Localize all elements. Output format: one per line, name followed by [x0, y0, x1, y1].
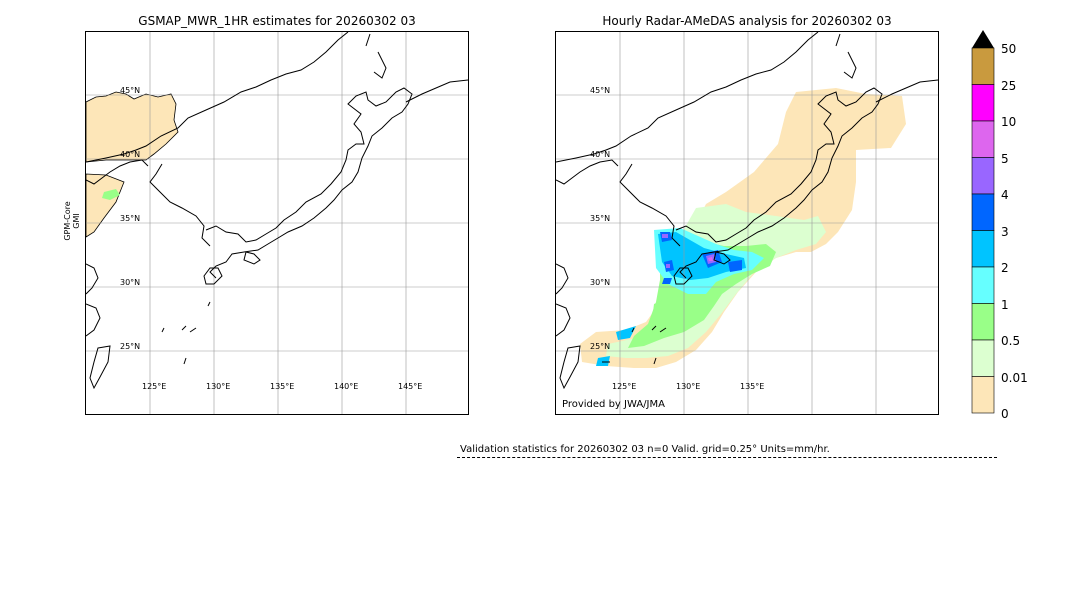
- lon-label-135: 135°E: [270, 382, 295, 391]
- right-map-title: Hourly Radar-AMeDAS analysis for 2026030…: [602, 14, 892, 28]
- lat-label-45: 45°N: [120, 86, 141, 95]
- lat-label-30: 30°N: [590, 278, 611, 287]
- sensor-label: GMI: [72, 213, 81, 229]
- colorbar-cell: [971, 47, 995, 85]
- lat-label-40: 40°N: [120, 150, 141, 159]
- colorbar-cell: [971, 303, 995, 341]
- lon-label-125: 125°E: [612, 382, 637, 391]
- precip-band-5: [662, 234, 716, 268]
- lat-label-30: 30°N: [120, 278, 141, 287]
- left-map-title: GSMAP_MWR_1HR estimates for 20260302 03: [138, 14, 416, 28]
- radar-precip-fields: [580, 88, 906, 368]
- colorbar-cell: [971, 376, 995, 414]
- colorbar-label-4: 4: [1001, 188, 1009, 202]
- colorbar-label-0-01: 0.01: [1001, 371, 1028, 385]
- lat-label-25: 25°N: [590, 342, 611, 351]
- colorbar-label-3: 3: [1001, 225, 1009, 239]
- coastlines: [556, 32, 938, 390]
- colorbar-extend-triangle: [972, 30, 994, 48]
- gsmap-map-canvas: [86, 32, 468, 414]
- radar-amedas-map-panel: 45°N 40°N 35°N 30°N 25°N 125°E 130°E 135…: [555, 31, 939, 415]
- lat-label-35: 35°N: [590, 214, 611, 223]
- lon-label-145: 145°E: [398, 382, 423, 391]
- validation-divider: [457, 457, 997, 458]
- colorbar-label-1: 1: [1001, 298, 1009, 312]
- lon-label-130: 130°E: [206, 382, 231, 391]
- colorbar-label-2: 2: [1001, 261, 1009, 275]
- precip-band-10: [708, 257, 713, 261]
- lon-label-125: 125°E: [142, 382, 167, 391]
- precip-south-islands: [596, 326, 636, 366]
- lat-label-45: 45°N: [590, 86, 611, 95]
- graticule: [86, 32, 468, 414]
- colorbar-label-0-5: 0.5: [1001, 334, 1021, 348]
- satellite-sensor-label: GPM-Core GMI: [63, 193, 81, 249]
- lon-label-135: 135°E: [740, 382, 765, 391]
- colorbar-cell: [971, 193, 995, 231]
- colorbar-cell: [971, 266, 995, 304]
- lat-label-40: 40°N: [590, 150, 611, 159]
- precip-band-4: [660, 232, 742, 284]
- gsmap-precip-area-north: [86, 91, 179, 163]
- satellite-label: GPM-Core: [63, 201, 72, 241]
- colorbar-cell: [971, 339, 995, 377]
- precip-colorbar: [971, 30, 995, 414]
- colorbar-label-50: 50: [1001, 42, 1017, 56]
- colorbar-label-5: 5: [1001, 152, 1009, 166]
- gsmap-precip-area-west: [86, 173, 125, 238]
- colorbar-cell: [971, 120, 995, 158]
- colorbar-label-25: 25: [1001, 79, 1017, 93]
- gsmap-precip-light: [102, 189, 120, 200]
- graticule: [556, 32, 938, 414]
- radar-map-canvas: [556, 32, 938, 414]
- gsmap-map-panel: 45°N 40°N 35°N 30°N 25°N 125°E 130°E 135…: [85, 31, 469, 415]
- colorbar-cell: [971, 157, 995, 195]
- validation-statistics: Validation statistics for 20260302 03 n=…: [460, 444, 830, 455]
- colorbar-label-10: 10: [1001, 115, 1017, 129]
- colorbar-cell: [971, 84, 995, 122]
- lon-label-130: 130°E: [676, 382, 701, 391]
- coastlines: [86, 32, 468, 390]
- colorbar-label-0: 0: [1001, 407, 1009, 421]
- precip-south-light: [652, 296, 682, 320]
- lon-label-140: 140°E: [334, 382, 359, 391]
- data-credit: Provided by JWA/JMA: [562, 399, 665, 410]
- lat-label-25: 25°N: [120, 342, 141, 351]
- colorbar-cell: [971, 230, 995, 268]
- lat-label-35: 35°N: [120, 214, 141, 223]
